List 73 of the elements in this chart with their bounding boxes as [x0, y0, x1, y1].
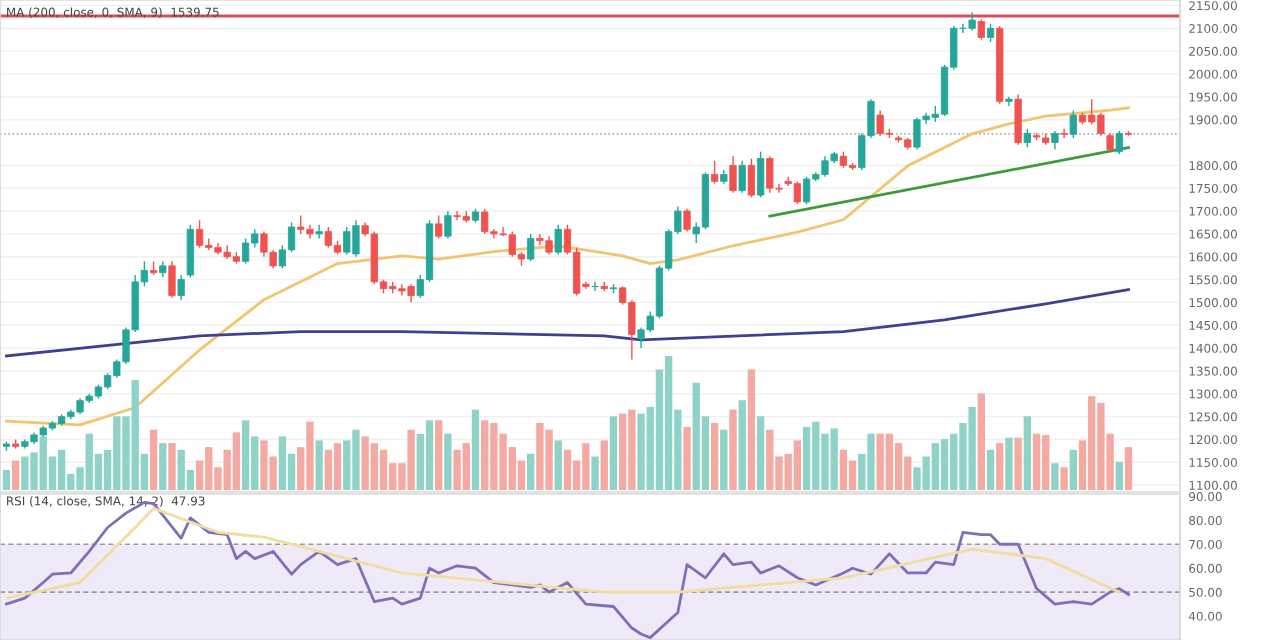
- bar: [839, 449, 848, 490]
- bar: [379, 449, 388, 490]
- bar: [977, 393, 986, 490]
- candlestick: [729, 155, 737, 194]
- candlestick: [177, 274, 185, 301]
- bar: [11, 460, 20, 490]
- bar: [563, 449, 572, 490]
- bar: [738, 400, 746, 490]
- bar: [720, 429, 728, 490]
- candlestick: [186, 224, 195, 278]
- line-series: [5, 506, 1121, 600]
- bar: [435, 420, 443, 490]
- bar: [241, 420, 250, 490]
- line-series: [5, 288, 1130, 358]
- candlestick: [756, 150, 765, 199]
- bar: [333, 443, 342, 490]
- bar: [747, 369, 756, 490]
- candlestick: [738, 160, 746, 194]
- bar: [554, 440, 562, 490]
- bar: [986, 449, 995, 490]
- bar: [425, 420, 434, 490]
- bar: [793, 440, 802, 490]
- candlestick: [683, 208, 691, 233]
- line-series: [5, 106, 1130, 427]
- bar: [683, 427, 691, 490]
- bar: [996, 443, 1004, 490]
- candlestick: [1023, 128, 1031, 148]
- candlestick: [527, 233, 535, 262]
- bar: [729, 409, 737, 490]
- bar: [444, 433, 452, 490]
- bar: [1051, 463, 1059, 490]
- candlestick: [1060, 128, 1068, 139]
- bar: [756, 416, 765, 490]
- candlestick: [315, 224, 323, 240]
- bar: [1124, 447, 1133, 490]
- candlestick: [1069, 109, 1077, 139]
- bar: [802, 427, 811, 490]
- candlestick: [1106, 132, 1114, 153]
- candlestick: [710, 160, 719, 185]
- bar: [1069, 449, 1077, 490]
- candlestick: [1014, 93, 1022, 146]
- bar: [1060, 467, 1068, 490]
- bar: [609, 416, 618, 490]
- bar: [168, 443, 176, 490]
- bar: [1023, 416, 1032, 490]
- candlestick: [986, 23, 995, 43]
- bar: [591, 456, 599, 490]
- candlestick: [968, 11, 976, 32]
- candlestick: [977, 18, 985, 41]
- bar: [149, 429, 158, 490]
- candlestick: [444, 210, 452, 240]
- bar: [1014, 437, 1022, 490]
- line-series: [5, 500, 1130, 639]
- bar: [2, 469, 11, 490]
- bar: [315, 440, 323, 490]
- bar: [600, 440, 608, 490]
- bar: [1005, 437, 1013, 490]
- candlestick: [1051, 130, 1059, 151]
- bar: [1115, 461, 1123, 490]
- bar: [1032, 433, 1041, 490]
- candlestick: [168, 260, 176, 299]
- bar: [57, 449, 66, 490]
- bar: [159, 443, 167, 490]
- candlestick: [435, 214, 443, 240]
- bar: [940, 439, 949, 490]
- bar: [278, 436, 287, 490]
- bar: [471, 409, 480, 490]
- bar: [324, 449, 333, 490]
- bar: [710, 423, 719, 490]
- candlestick: [554, 224, 562, 256]
- candlestick: [747, 157, 756, 199]
- candlestick: [1115, 130, 1123, 155]
- bar: [527, 453, 535, 490]
